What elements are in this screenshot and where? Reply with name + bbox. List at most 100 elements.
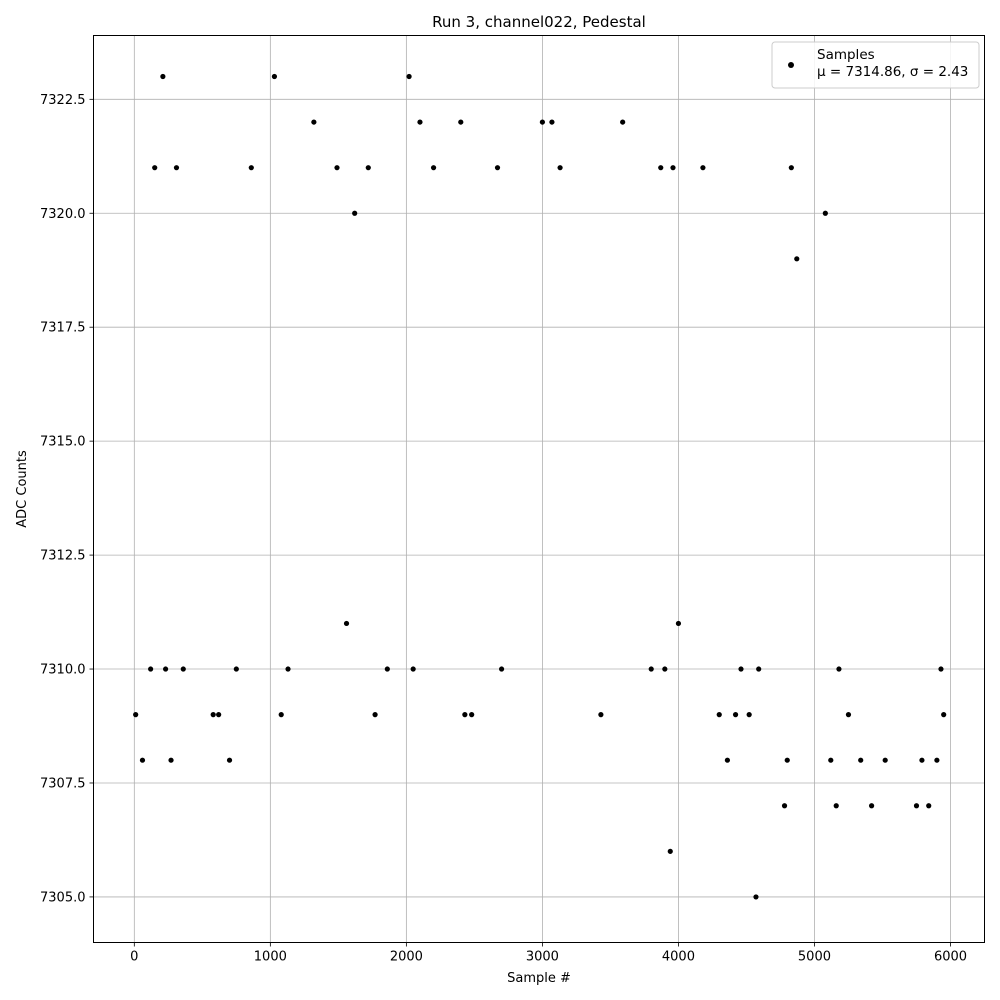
data-point bbox=[620, 119, 626, 125]
data-point bbox=[836, 666, 842, 672]
data-point bbox=[934, 757, 940, 763]
data-point bbox=[271, 73, 278, 80]
data-point bbox=[716, 712, 722, 718]
data-point bbox=[667, 848, 673, 854]
data-point bbox=[417, 119, 423, 125]
data-point bbox=[822, 210, 828, 216]
plot-frame bbox=[93, 35, 985, 943]
x-tick-label: 4000 bbox=[662, 950, 695, 965]
legend-series-name: Samples bbox=[817, 47, 875, 63]
data-point bbox=[700, 165, 706, 171]
data-point bbox=[539, 119, 546, 125]
legend: Samples μ = 7314.86, σ = 2.43 bbox=[771, 41, 980, 89]
data-point bbox=[675, 620, 682, 627]
data-point bbox=[233, 666, 239, 672]
x-tick-label: 1000 bbox=[254, 950, 287, 965]
data-point bbox=[598, 712, 604, 718]
data-point bbox=[845, 712, 852, 718]
y-tick-label: 7307.5 bbox=[40, 776, 86, 791]
legend-box bbox=[771, 41, 980, 89]
data-point bbox=[334, 165, 340, 171]
legend-marker bbox=[788, 62, 794, 68]
data-point bbox=[285, 666, 291, 672]
y-tick-label: 7322.5 bbox=[40, 93, 86, 108]
data-point bbox=[372, 712, 378, 718]
data-point bbox=[173, 165, 180, 171]
data-point bbox=[133, 712, 139, 718]
x-tick-label: 0 bbox=[130, 950, 138, 965]
data-point bbox=[648, 666, 654, 672]
data-point bbox=[794, 256, 800, 262]
grid bbox=[93, 35, 985, 943]
y-axis-ticks: 7305.0 7307.5 7310.0 7312.5 7315.0 7317.5 7320… bbox=[40, 93, 94, 905]
data-point bbox=[738, 666, 744, 672]
data-point bbox=[160, 73, 166, 80]
x-tick-label: 5000 bbox=[798, 950, 831, 965]
data-point bbox=[724, 757, 731, 763]
data-point bbox=[152, 165, 158, 171]
y-tick-label: 7320.0 bbox=[40, 207, 86, 222]
data-point bbox=[311, 119, 317, 125]
y-tick-label: 7312.5 bbox=[40, 549, 86, 564]
data-point bbox=[498, 666, 505, 672]
x-axis-ticks: 0 1000 2000 3000 4000 5000 6000 bbox=[130, 942, 967, 965]
y-tick-label: 7315.0 bbox=[40, 435, 86, 450]
data-point bbox=[941, 712, 947, 718]
y-tick-label: 7305.0 bbox=[40, 890, 86, 905]
data-point bbox=[430, 165, 437, 171]
data-point bbox=[784, 757, 790, 763]
legend-stats: μ = 7314.86, σ = 2.43 bbox=[817, 64, 968, 80]
data-point bbox=[226, 757, 233, 763]
chart-title: Run 3, channel022, Pedestal bbox=[432, 13, 646, 31]
data-point bbox=[458, 119, 464, 125]
data-point bbox=[781, 803, 788, 809]
data-point bbox=[494, 165, 501, 171]
y-tick-label: 7317.5 bbox=[40, 321, 86, 336]
data-point bbox=[926, 803, 932, 809]
data-point bbox=[139, 757, 146, 763]
data-point bbox=[248, 165, 254, 171]
x-axis-label: Sample # bbox=[507, 971, 571, 986]
data-point bbox=[746, 712, 752, 718]
data-point bbox=[168, 757, 174, 763]
data-point bbox=[868, 803, 875, 809]
data-point bbox=[410, 666, 416, 672]
x-tick-label: 2000 bbox=[390, 950, 423, 965]
data-point bbox=[549, 119, 555, 125]
data-point bbox=[732, 712, 739, 718]
y-tick-label: 7310.0 bbox=[40, 663, 86, 678]
data-point bbox=[788, 165, 794, 171]
y-axis-label: ADC Counts bbox=[15, 450, 30, 528]
x-tick-label: 3000 bbox=[526, 950, 559, 965]
data-point bbox=[828, 757, 834, 763]
data-point bbox=[913, 803, 920, 809]
x-tick-label: 6000 bbox=[934, 950, 967, 965]
data-point bbox=[858, 757, 864, 763]
data-point bbox=[469, 712, 475, 718]
data-point bbox=[938, 666, 944, 672]
data-point bbox=[919, 757, 925, 763]
data-point bbox=[216, 712, 222, 718]
data-point bbox=[278, 712, 284, 718]
data-point bbox=[833, 803, 839, 809]
data-points bbox=[133, 73, 947, 900]
data-point bbox=[557, 165, 563, 171]
data-point bbox=[882, 757, 888, 763]
data-point bbox=[162, 666, 169, 672]
data-point bbox=[756, 666, 762, 672]
data-point bbox=[753, 894, 759, 900]
data-point bbox=[365, 165, 371, 171]
data-point bbox=[210, 712, 216, 718]
data-point bbox=[180, 666, 186, 672]
data-point bbox=[352, 210, 358, 216]
data-point bbox=[662, 666, 668, 672]
data-point bbox=[148, 666, 154, 672]
data-point bbox=[343, 620, 350, 627]
data-point bbox=[462, 712, 468, 718]
data-point bbox=[406, 73, 412, 80]
data-point bbox=[384, 666, 390, 672]
data-point bbox=[670, 165, 676, 171]
data-point bbox=[658, 165, 664, 171]
